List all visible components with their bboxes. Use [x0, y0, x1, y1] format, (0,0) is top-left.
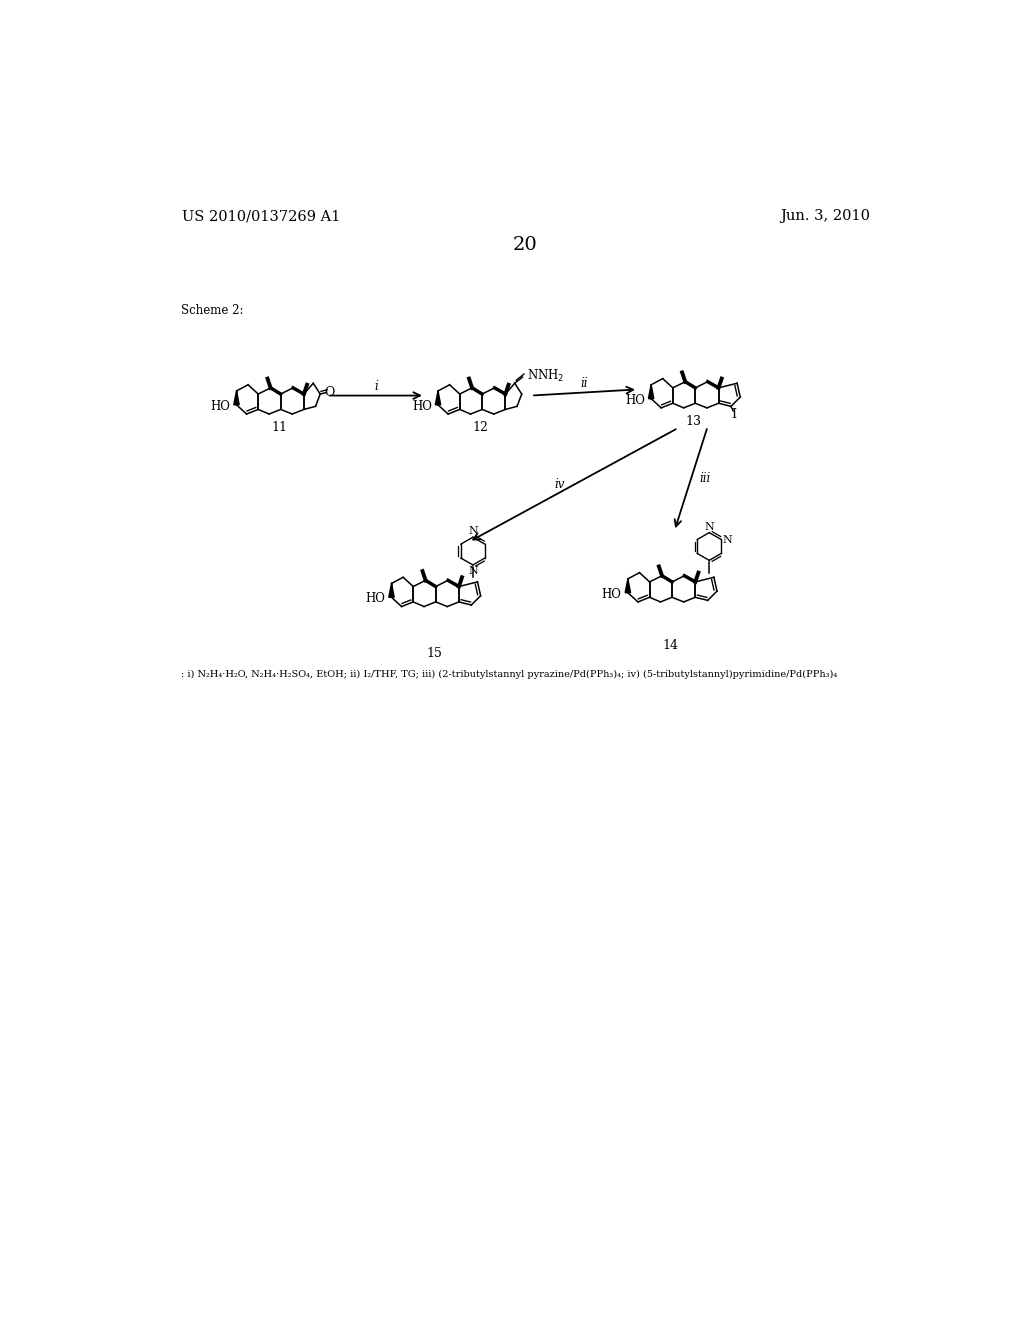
Polygon shape — [233, 391, 240, 405]
Text: iv: iv — [554, 478, 565, 491]
Text: N: N — [468, 527, 478, 536]
Text: HO: HO — [625, 393, 645, 407]
Text: ii: ii — [581, 376, 588, 389]
Text: 15: 15 — [426, 647, 442, 660]
Text: HO: HO — [366, 593, 385, 606]
Text: NNH$_2$: NNH$_2$ — [527, 367, 564, 384]
Text: Jun. 3, 2010: Jun. 3, 2010 — [780, 209, 870, 223]
Text: US 2010/0137269 A1: US 2010/0137269 A1 — [182, 209, 341, 223]
Polygon shape — [435, 391, 440, 405]
Text: Scheme 2:: Scheme 2: — [180, 305, 244, 317]
Text: 12: 12 — [473, 421, 488, 434]
Text: HO: HO — [602, 587, 622, 601]
Text: i: i — [374, 380, 378, 393]
Text: N: N — [705, 521, 714, 532]
Polygon shape — [648, 385, 654, 399]
Polygon shape — [626, 579, 631, 593]
Text: HO: HO — [412, 400, 432, 413]
Text: 13: 13 — [686, 416, 701, 428]
Text: 20: 20 — [512, 236, 538, 255]
Text: : i) N₂H₄·H₂O, N₂H₄·H₂SO₄, EtOH; ii) I₂/THF, TG; iii) (2-tributylstannyl pyrazin: : i) N₂H₄·H₂O, N₂H₄·H₂SO₄, EtOH; ii) I₂/… — [180, 669, 837, 678]
Text: iii: iii — [699, 473, 711, 486]
Text: O: O — [325, 385, 335, 399]
Text: N: N — [723, 535, 732, 545]
Text: I: I — [731, 408, 736, 421]
Text: 11: 11 — [271, 421, 287, 434]
Polygon shape — [389, 583, 394, 598]
Text: 14: 14 — [663, 639, 679, 652]
Text: N: N — [468, 566, 478, 576]
Text: HO: HO — [210, 400, 230, 413]
